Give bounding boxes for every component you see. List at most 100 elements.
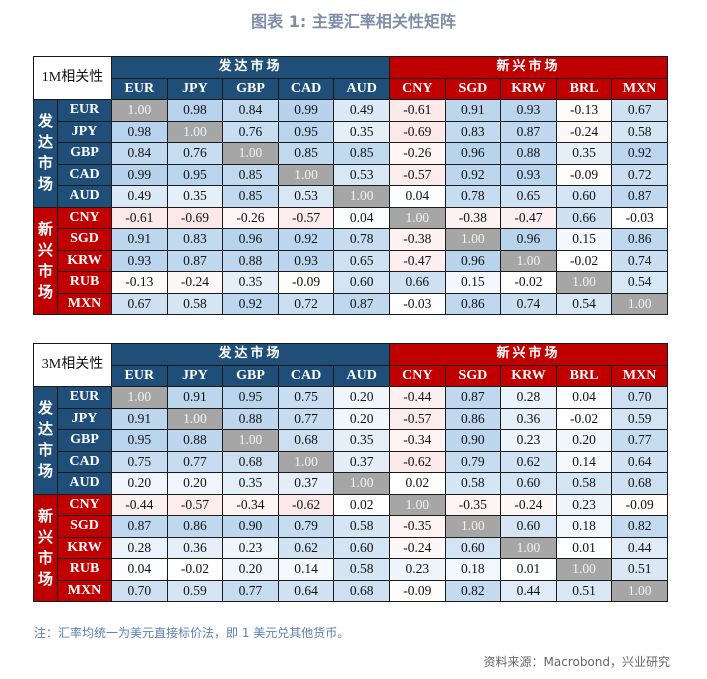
correlation-cell: 0.88 [166, 429, 224, 452]
correlation-cell: 0.62 [500, 450, 557, 473]
correlation-cell: 0.72 [611, 163, 668, 186]
correlation-cell: -0.44 [388, 386, 446, 409]
column-header: GBP [222, 364, 279, 387]
correlation-cell: -0.62 [388, 450, 446, 473]
table-row: SGD 0.87 0.86 0.90 0.79 0.58 -0.35 1.00 0.60 0.18… [34, 515, 668, 538]
correlation-cell: 0.84 [222, 99, 279, 122]
correlation-cell: -0.24 [555, 120, 613, 143]
correlation-cell: 0.58 [166, 292, 224, 315]
row-header: AUD [57, 472, 112, 495]
correlation-cell: 1.00 [166, 407, 224, 430]
correlation-cell: 0.20 [333, 407, 390, 430]
correlation-cell: 0.93 [500, 99, 557, 122]
correlation-cell: -0.57 [277, 206, 335, 229]
correlation-cell: 0.60 [444, 536, 502, 559]
correlation-cell: 0.91 [111, 228, 168, 251]
source-note: 资料来源：Macrobond，兴业研究 [483, 655, 671, 669]
correlation-cell: 0.83 [444, 120, 502, 143]
correlation-cell: -0.34 [388, 429, 446, 452]
correlation-cell: -0.03 [388, 292, 446, 315]
correlation-cell: 0.04 [111, 558, 168, 581]
correlation-cell: 0.77 [222, 579, 279, 602]
correlation-cell: 0.85 [333, 142, 390, 165]
correlation-cell: 1.00 [333, 472, 390, 495]
correlation-cell: 0.60 [500, 515, 557, 538]
correlation-cell: 1.00 [500, 536, 557, 559]
correlation-cell: 0.83 [166, 228, 224, 251]
vertical-label-char: 场 [37, 569, 53, 588]
correlation-cell: 0.23 [388, 558, 446, 581]
vertical-label-char: 新 [37, 219, 53, 238]
correlation-cell: 1.00 [555, 558, 613, 581]
row-header: CAD [57, 163, 112, 186]
column-header: GBP [222, 77, 279, 100]
table-row: RUB 0.04 -0.02 0.20 0.14 0.58 0.23 0.18 0.01 1.00… [34, 558, 668, 581]
column-header: CNY [388, 77, 446, 100]
correlation-cell: 0.64 [277, 579, 335, 602]
correlation-cell: 0.87 [333, 292, 390, 315]
correlation-cell: -0.69 [388, 120, 446, 143]
correlation-cell: 0.87 [444, 386, 502, 409]
correlation-cell: 1.00 [388, 493, 446, 516]
correlation-cell: -0.09 [388, 579, 446, 602]
correlation-cell: 0.93 [277, 249, 335, 272]
row-header: CAD [57, 450, 112, 473]
table-row: JPY 0.91 1.00 0.88 0.77 0.20 -0.57 0.86 0.36 -0.0… [34, 407, 668, 430]
column-header: CAD [277, 77, 335, 100]
correlation-cell: 1.00 [111, 386, 168, 409]
row-header: GBP [57, 429, 112, 452]
table-row: GBP 0.95 0.88 1.00 0.68 0.35 -0.34 0.90 0.23 0.20… [34, 429, 668, 452]
correlation-cell: 0.98 [166, 99, 224, 122]
table-row: MXN 0.70 0.59 0.77 0.64 0.68 -0.09 0.82 0.44 0.51… [34, 579, 668, 602]
correlation-cell: 0.87 [611, 185, 668, 208]
column-header: BRL [555, 77, 613, 100]
vertical-label-char: 场 [37, 282, 53, 301]
correlation-cell: 0.87 [166, 249, 224, 272]
correlation-cell: 0.68 [222, 450, 279, 473]
table-row: KRW 0.28 0.36 0.23 0.62 0.60 -0.24 0.60 1.00 0.01… [34, 536, 668, 559]
correlation-cell: 0.95 [166, 163, 224, 186]
correlation-cell: -0.13 [555, 99, 613, 122]
correlation-cell: 0.49 [333, 99, 390, 122]
correlation-cell: 0.49 [111, 185, 168, 208]
group-header-row: 1M相关性 发达市场 新兴市场 [33, 56, 668, 100]
correlation-cell: 0.99 [111, 163, 168, 186]
correlation-cell: -0.61 [111, 206, 168, 229]
table-row: KRW 0.93 0.87 0.88 0.93 0.65 -0.47 0.96 1.00 -0.0… [34, 249, 668, 272]
correlation-cell: 1.00 [388, 206, 446, 229]
correlation-cell: 0.99 [277, 99, 335, 122]
correlation-cell: 0.77 [277, 407, 335, 430]
correlation-cell: 0.20 [333, 386, 390, 409]
correlation-cell: -0.38 [388, 228, 446, 251]
vertical-label-developed: 发达市场 [33, 99, 58, 208]
chart-title: 图表 1: 主要汇率相关性矩阵 [251, 12, 456, 31]
correlation-cell: 0.51 [611, 558, 668, 581]
correlation-cell: 0.64 [611, 450, 668, 473]
vertical-label-char: 新 [37, 506, 53, 525]
vertical-label-char: 场 [37, 462, 53, 481]
correlation-cell: 0.91 [444, 99, 502, 122]
correlation-cell: -0.38 [444, 206, 502, 229]
correlation-cell: 1.00 [222, 142, 279, 165]
table-row: MXN 0.67 0.58 0.92 0.72 0.87 -0.03 0.86 0.74 0.54… [34, 292, 668, 315]
row-header: MXN [57, 292, 112, 315]
correlation-cell: 0.82 [611, 515, 668, 538]
correlation-cell: 0.91 [166, 386, 224, 409]
vertical-label-emerging: 新兴市场 [33, 206, 58, 315]
correlation-cell: 0.20 [222, 558, 279, 581]
correlation-cell: -0.62 [277, 493, 335, 516]
table-row: AUD 0.49 0.35 0.85 0.53 1.00 0.04 0.78 0.65 0.60 0… [34, 185, 668, 208]
correlation-cell: 0.59 [166, 579, 224, 602]
row-header: EUR [57, 99, 112, 122]
correlation-cell: -0.03 [611, 206, 668, 229]
correlation-cell: 0.86 [611, 228, 668, 251]
correlation-cell: 0.01 [500, 558, 557, 581]
correlation-cell: 0.86 [444, 292, 502, 315]
row-header: CNY [57, 206, 112, 229]
correlation-cell: 0.60 [500, 472, 557, 495]
correlation-cell: 1.00 [444, 228, 502, 251]
correlation-cell: 0.85 [222, 185, 279, 208]
table-row: 发达市场 EUR 1.00 0.98 0.84 0.99 0.49 -0.61 0.91 0.93… [33, 99, 668, 208]
correlation-cell: 0.76 [222, 120, 279, 143]
correlation-cell: -0.47 [500, 206, 557, 229]
